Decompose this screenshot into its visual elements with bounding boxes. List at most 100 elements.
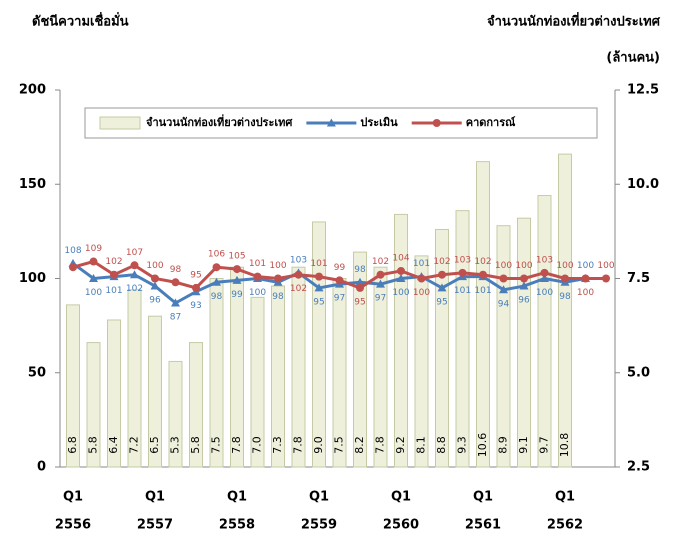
marker (519, 281, 529, 290)
bar-label: 5.8 (189, 436, 202, 454)
data-label: 100 (577, 288, 594, 298)
bar (537, 195, 552, 468)
data-label: 100 (269, 261, 286, 271)
data-label: 100 (536, 288, 553, 298)
data-label: 102 (474, 257, 491, 267)
bar (394, 213, 408, 468)
right-axis-unit: (ล้านคน) (606, 50, 660, 66)
x-year-label: 2562 (547, 518, 583, 533)
marker (376, 270, 385, 279)
bar-label: 7.5 (210, 436, 223, 454)
bar-label: 9.0 (312, 436, 325, 454)
marker (294, 270, 303, 279)
y-tick-label: 150 (19, 177, 46, 192)
bar (291, 266, 306, 468)
data-label: 100 (495, 261, 512, 271)
data-label: 102 (433, 257, 450, 267)
bar (558, 153, 572, 468)
data-label: 100 (577, 261, 594, 271)
data-label: 101 (249, 259, 266, 269)
marker (479, 270, 487, 279)
data-label: 95 (313, 297, 324, 307)
marker (150, 281, 160, 290)
marker (253, 272, 262, 281)
marker (499, 274, 508, 283)
marker (499, 285, 508, 294)
y2-tick-label: 12.5 (627, 83, 659, 98)
data-label: 98 (272, 292, 284, 302)
data-label: 103 (454, 255, 471, 265)
data-label: 103 (536, 255, 553, 265)
marker (212, 277, 221, 286)
bar-label: 9.2 (394, 436, 407, 454)
marker (171, 278, 180, 287)
y-tick-label: 0 (37, 460, 46, 475)
marker (69, 263, 77, 272)
marker (438, 270, 446, 279)
bar-label: 6.8 (66, 436, 79, 454)
y-tick-label: 100 (19, 271, 46, 286)
marker (89, 257, 98, 266)
x-year-label: 2561 (465, 518, 501, 533)
y-tick-label: 50 (28, 365, 46, 380)
bar (86, 342, 101, 468)
data-label: 96 (518, 296, 530, 306)
bar (271, 285, 285, 468)
marker (89, 274, 98, 282)
bar-label: 9.3 (456, 436, 469, 454)
bar (373, 266, 388, 468)
bar (517, 217, 531, 468)
y2-tick-label: 7.5 (627, 271, 650, 286)
marker (315, 272, 323, 281)
bar-label: 8.9 (497, 436, 510, 454)
marker (233, 265, 241, 274)
data-label: 100 (249, 288, 266, 298)
legend-marker (326, 118, 336, 127)
bar (414, 255, 429, 468)
x-year-label: 2557 (137, 518, 173, 533)
x-tick-label: Q1 (145, 490, 165, 505)
bar (435, 228, 449, 468)
bar-label: 10.8 (558, 433, 571, 458)
legend-swatch (99, 116, 141, 130)
data-label: 102 (290, 284, 307, 294)
data-label: 101 (413, 259, 430, 269)
marker (458, 268, 467, 277)
bar (312, 221, 326, 468)
marker (232, 275, 242, 284)
marker (355, 277, 365, 286)
x-year-label: 2556 (55, 518, 91, 533)
left-axis-title: ดัชนีความเชื่อมั่น (32, 12, 129, 30)
x-year-label: 2558 (219, 518, 255, 533)
x-tick-label: Q1 (63, 490, 83, 505)
bar-label: 5.3 (169, 436, 182, 454)
legend-label: จำนวนนักท่องเที่ยวต่างประเทศ (146, 114, 293, 129)
data-label: 100 (85, 288, 102, 298)
data-label: 102 (126, 284, 143, 294)
marker (602, 274, 610, 283)
y2-tick-label: 5.0 (627, 365, 650, 380)
bar (476, 161, 490, 468)
data-label: 100 (556, 261, 573, 271)
bar-label: 8.8 (435, 436, 448, 454)
bar-label: 10.6 (476, 433, 489, 458)
bar (455, 210, 470, 468)
bar-label: 7.0 (251, 436, 264, 454)
data-label: 101 (310, 259, 327, 269)
data-label: 95 (436, 297, 447, 307)
data-label: 98 (170, 265, 182, 275)
data-label: 105 (228, 252, 245, 262)
bar-label: 7.8 (292, 436, 305, 454)
bar (148, 315, 162, 468)
x-year-label: 2559 (301, 518, 337, 533)
marker (274, 274, 282, 283)
marker (171, 298, 180, 307)
data-label: 99 (334, 263, 346, 273)
data-label: 100 (515, 261, 532, 271)
marker (314, 283, 324, 292)
data-label: 104 (392, 253, 409, 263)
bar (127, 289, 142, 468)
marker (540, 274, 549, 282)
bar-label: 9.1 (517, 436, 530, 454)
legend-label: คาดการณ์ (466, 116, 516, 129)
